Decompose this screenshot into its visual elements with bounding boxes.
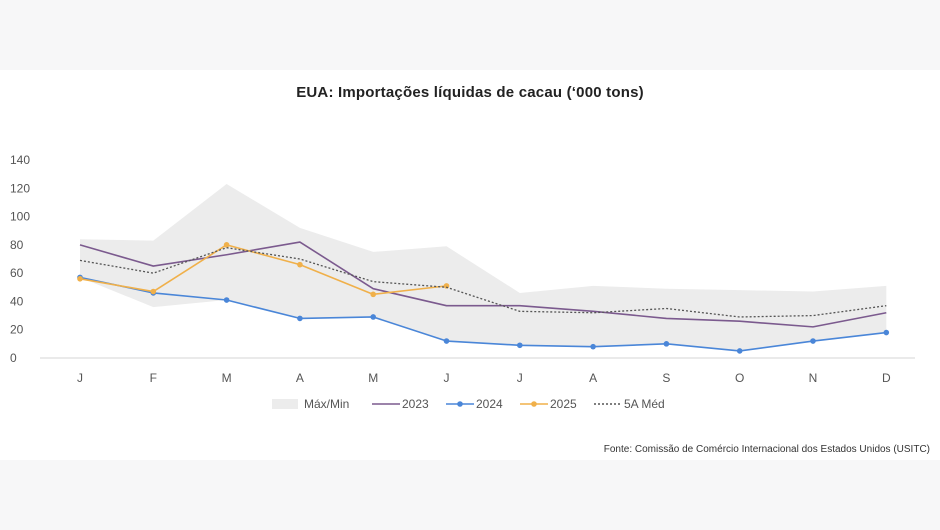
data-point-2025 <box>370 291 377 298</box>
x-tick-label: J <box>77 371 83 385</box>
data-point-2024 <box>517 342 523 349</box>
data-point-2024 <box>590 343 596 350</box>
x-tick-label: M <box>222 371 232 385</box>
legend-label-2024: 2024 <box>476 397 503 411</box>
x-tick-label: S <box>662 371 670 385</box>
y-tick-label: 100 <box>10 210 30 224</box>
series-layer <box>77 241 890 354</box>
x-tick-label: A <box>296 371 304 385</box>
x-tick-label: N <box>809 371 818 385</box>
data-point-2025 <box>297 261 303 268</box>
data-point-2024 <box>736 348 743 354</box>
data-point-2024 <box>370 314 377 320</box>
y-tick-label: 40 <box>10 294 24 308</box>
series-line-2023 <box>79 241 887 328</box>
data-point-2025 <box>77 276 83 282</box>
x-tick-label: O <box>735 371 744 385</box>
y-tick-label: 140 <box>10 153 30 167</box>
axis-layer: 0 20 40 60 80 100 120 140 J F M A M J J A S O N D <box>10 153 915 385</box>
source-note: Fonte: Comissão de Comércio Internaciona… <box>603 444 930 455</box>
legend-label-2025: 2025 <box>550 397 577 411</box>
x-tick-label: F <box>150 371 157 385</box>
data-point-2025 <box>150 288 157 295</box>
legend-marker-2024 <box>457 401 463 407</box>
series-line-2024 <box>79 276 887 352</box>
band-layer <box>80 184 887 351</box>
data-point-2024 <box>297 315 303 322</box>
legend-label-max-min: Máx/Min <box>304 397 349 411</box>
x-tick-label: A <box>589 371 597 385</box>
legend-swatch-max-min <box>272 399 298 409</box>
y-tick-label: 20 <box>10 323 24 337</box>
data-point-2024 <box>443 338 450 344</box>
y-tick-label: 60 <box>10 266 24 280</box>
x-tick-label: D <box>882 371 891 385</box>
y-tick-label: 80 <box>10 238 24 252</box>
legend-marker-2025 <box>531 401 537 407</box>
y-tick-label: 120 <box>10 181 30 195</box>
data-point-2025 <box>223 242 230 248</box>
data-point-2024 <box>223 297 230 303</box>
band-max-min <box>80 184 887 351</box>
x-tick-label: M <box>368 371 378 385</box>
legend-label-2023: 2023 <box>402 397 429 411</box>
x-tick-label: J <box>517 371 523 385</box>
y-tick-label: 0 <box>10 351 17 365</box>
chart-title: EUA: Importações líquidas de cacau (‘000… <box>296 84 644 101</box>
legend-label-5a-m-d: 5A Méd <box>624 397 665 411</box>
data-point-2024 <box>810 338 816 344</box>
data-point-2024 <box>663 341 670 347</box>
series-line-2025 <box>79 244 447 296</box>
data-point-2024 <box>883 329 890 336</box>
x-tick-label: J <box>444 371 450 385</box>
legend: Máx/Min 2023 2024 2025 5A Méd <box>272 397 665 411</box>
